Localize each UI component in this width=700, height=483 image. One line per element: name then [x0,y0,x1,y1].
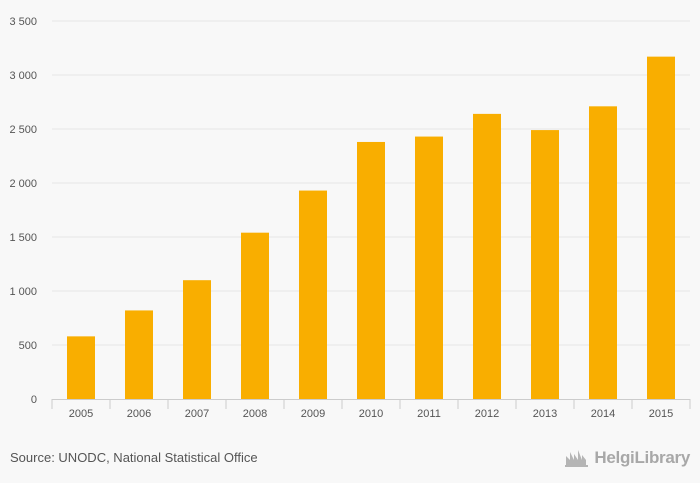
y-tick-label: 3 000 [9,70,37,82]
y-tick-label: 3 500 [9,16,37,28]
x-tick-label: 2010 [359,408,383,420]
x-axis-ticks: 2005 2006 2007 2008 2009 2010 2011 2012 2013 2014… [51,399,691,420]
y-tick-label: 1 500 [9,232,37,244]
y-tick-label: 0 [31,394,37,406]
bar-2009 [299,190,327,399]
bar-2015 [647,56,675,399]
bar-2011 [415,136,443,399]
x-tick-label: 2008 [243,408,267,420]
x-tick-label: 2006 [127,408,151,420]
y-axis-tick-labels: 0 500 1 000 1 500 2 000 2 500 3 000 3 500 [9,16,37,406]
x-tick-label: 2011 [417,408,441,420]
bar-2012 [473,113,501,399]
y-tick-label: 1 000 [9,286,37,298]
y-tick-label: 2 000 [9,178,37,190]
x-tick-label: 2009 [301,408,325,420]
source-note: Source: UNODC, National Statistical Offi… [10,450,258,465]
x-tick-label: 2013 [533,408,557,420]
x-tick-label: 2015 [649,408,673,420]
chart-bars [67,56,675,399]
y-tick-label: 2 500 [9,124,37,136]
helgi-library-logo: HelgiLibrary [564,448,690,468]
bar-2005 [67,336,95,399]
bar-2007 [183,280,211,399]
helgi-library-logo-icon [565,450,589,467]
x-tick-label: 2014 [591,408,615,420]
bar-2013 [531,130,559,399]
y-tick-label: 500 [19,340,37,352]
bar-2010 [357,141,385,399]
bar-2008 [241,232,269,399]
x-tick-label: 2012 [475,408,499,420]
bar-2014 [589,106,617,399]
x-tick-label: 2005 [69,408,93,420]
bar-2006 [125,310,153,399]
logo-text: HelgiLibrary [594,448,690,467]
x-tick-label: 2007 [185,408,209,420]
